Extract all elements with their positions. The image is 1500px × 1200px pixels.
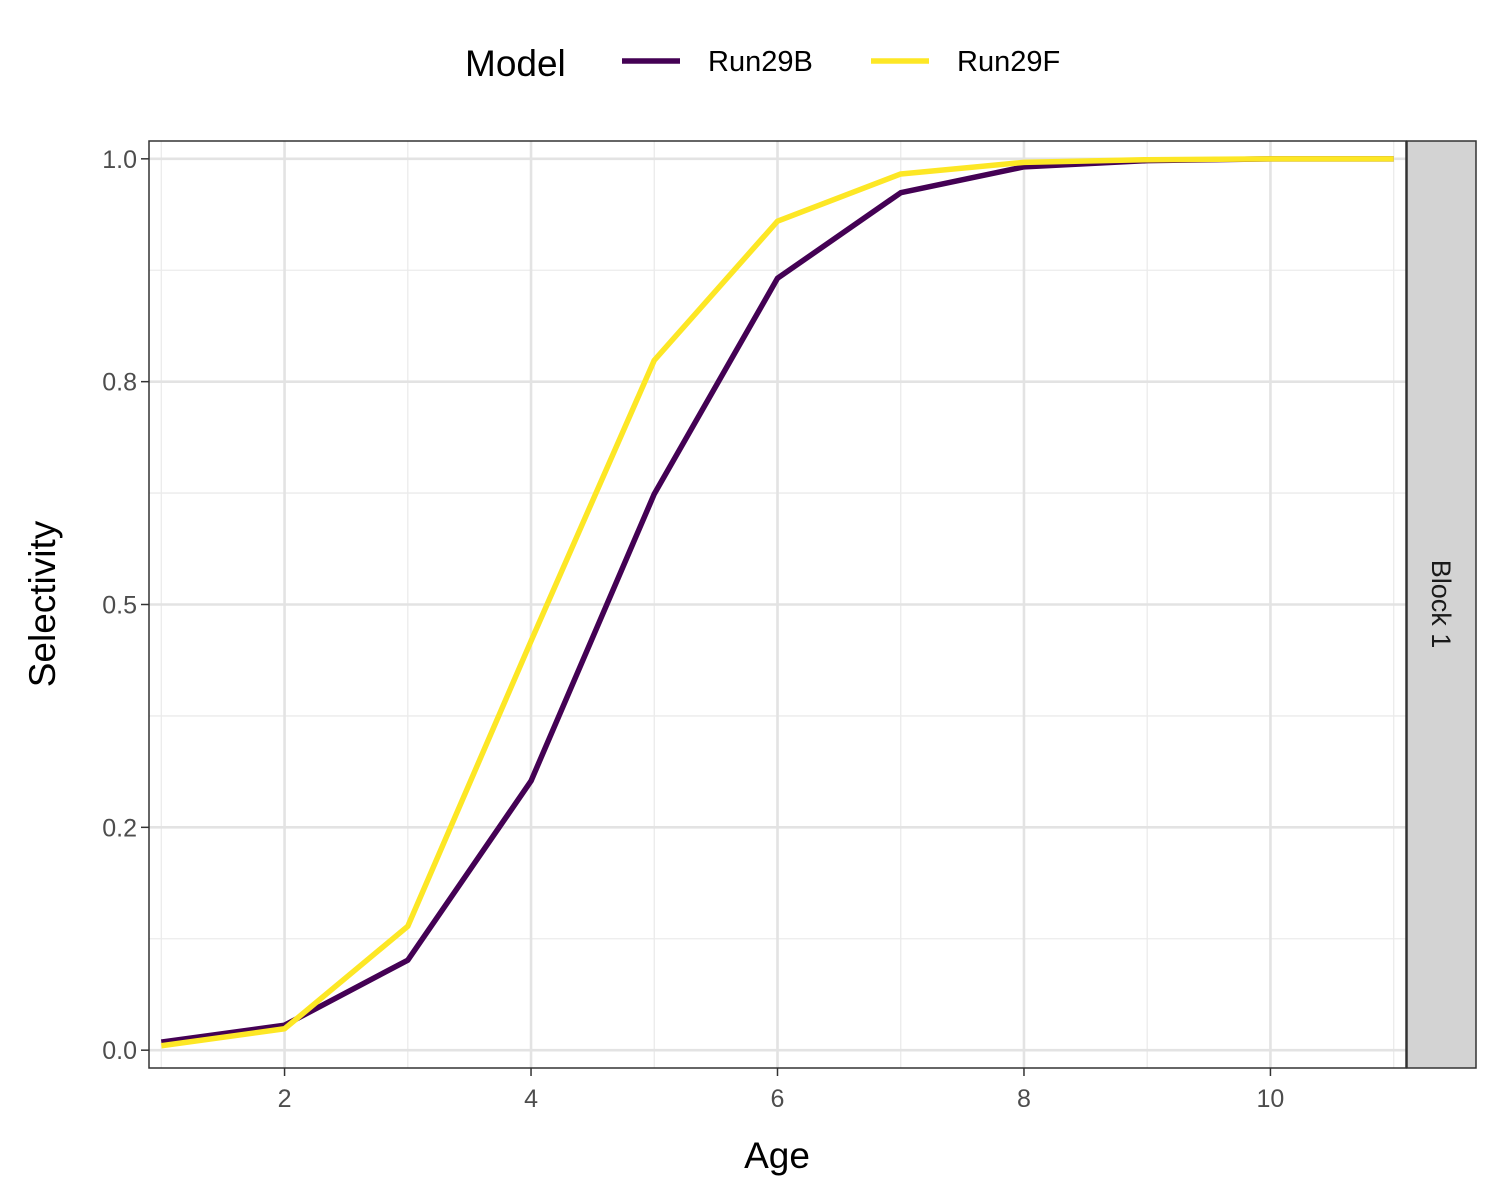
series-lines bbox=[160, 156, 1394, 1049]
facet-strip-box bbox=[1406, 140, 1477, 1069]
y-tick-label: 0.2 bbox=[102, 814, 137, 842]
x-tick-label: 2 bbox=[278, 1085, 292, 1113]
legend: Model Run29B Run29F bbox=[465, 43, 1060, 84]
x-tick-label: 8 bbox=[1017, 1085, 1031, 1113]
x-tick-label: 10 bbox=[1257, 1085, 1285, 1113]
legend-label-run29b: Run29B bbox=[708, 46, 813, 78]
x-tick-label: 6 bbox=[771, 1085, 785, 1113]
y-tick-label: 1.0 bbox=[102, 146, 137, 174]
legend-title: Model bbox=[465, 43, 566, 84]
facet-strip: Block 1 bbox=[1406, 140, 1477, 1069]
legend-label-run29f: Run29F bbox=[957, 46, 1060, 78]
y-tick-label: 0.5 bbox=[102, 592, 137, 620]
y-axis-title: Selectivity bbox=[22, 520, 63, 687]
facet-strip-label: Block 1 bbox=[1426, 560, 1456, 649]
x-tick-label: 4 bbox=[524, 1085, 538, 1113]
y-tick-label: 0.8 bbox=[102, 369, 137, 397]
x-axis-title: Age bbox=[744, 1135, 810, 1176]
y-tick-label: 0.0 bbox=[102, 1037, 137, 1065]
series-line-run29f bbox=[160, 156, 1394, 1049]
